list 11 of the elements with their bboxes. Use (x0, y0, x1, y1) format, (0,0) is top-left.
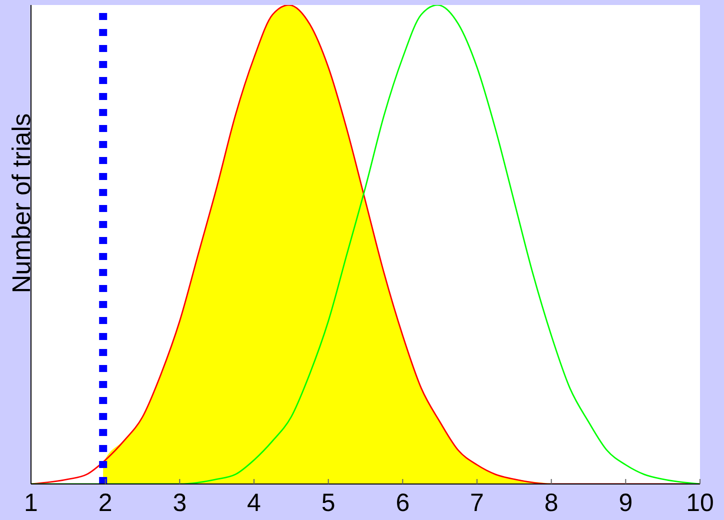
x-tick-label: 8 (544, 488, 558, 517)
y-axis-title: Number of trials (8, 113, 36, 294)
x-tick-label: 7 (470, 488, 484, 517)
x-tick-label: 1 (24, 488, 38, 517)
x-tick-label: 6 (396, 488, 410, 517)
x-tick-label: 4 (247, 488, 262, 517)
x-tick-label: 3 (172, 488, 187, 517)
x-tick-label: 2 (98, 488, 112, 517)
x-tick-label: 10 (686, 488, 714, 517)
x-tick-label: 5 (321, 488, 336, 517)
x-tick-label: 9 (618, 488, 633, 517)
